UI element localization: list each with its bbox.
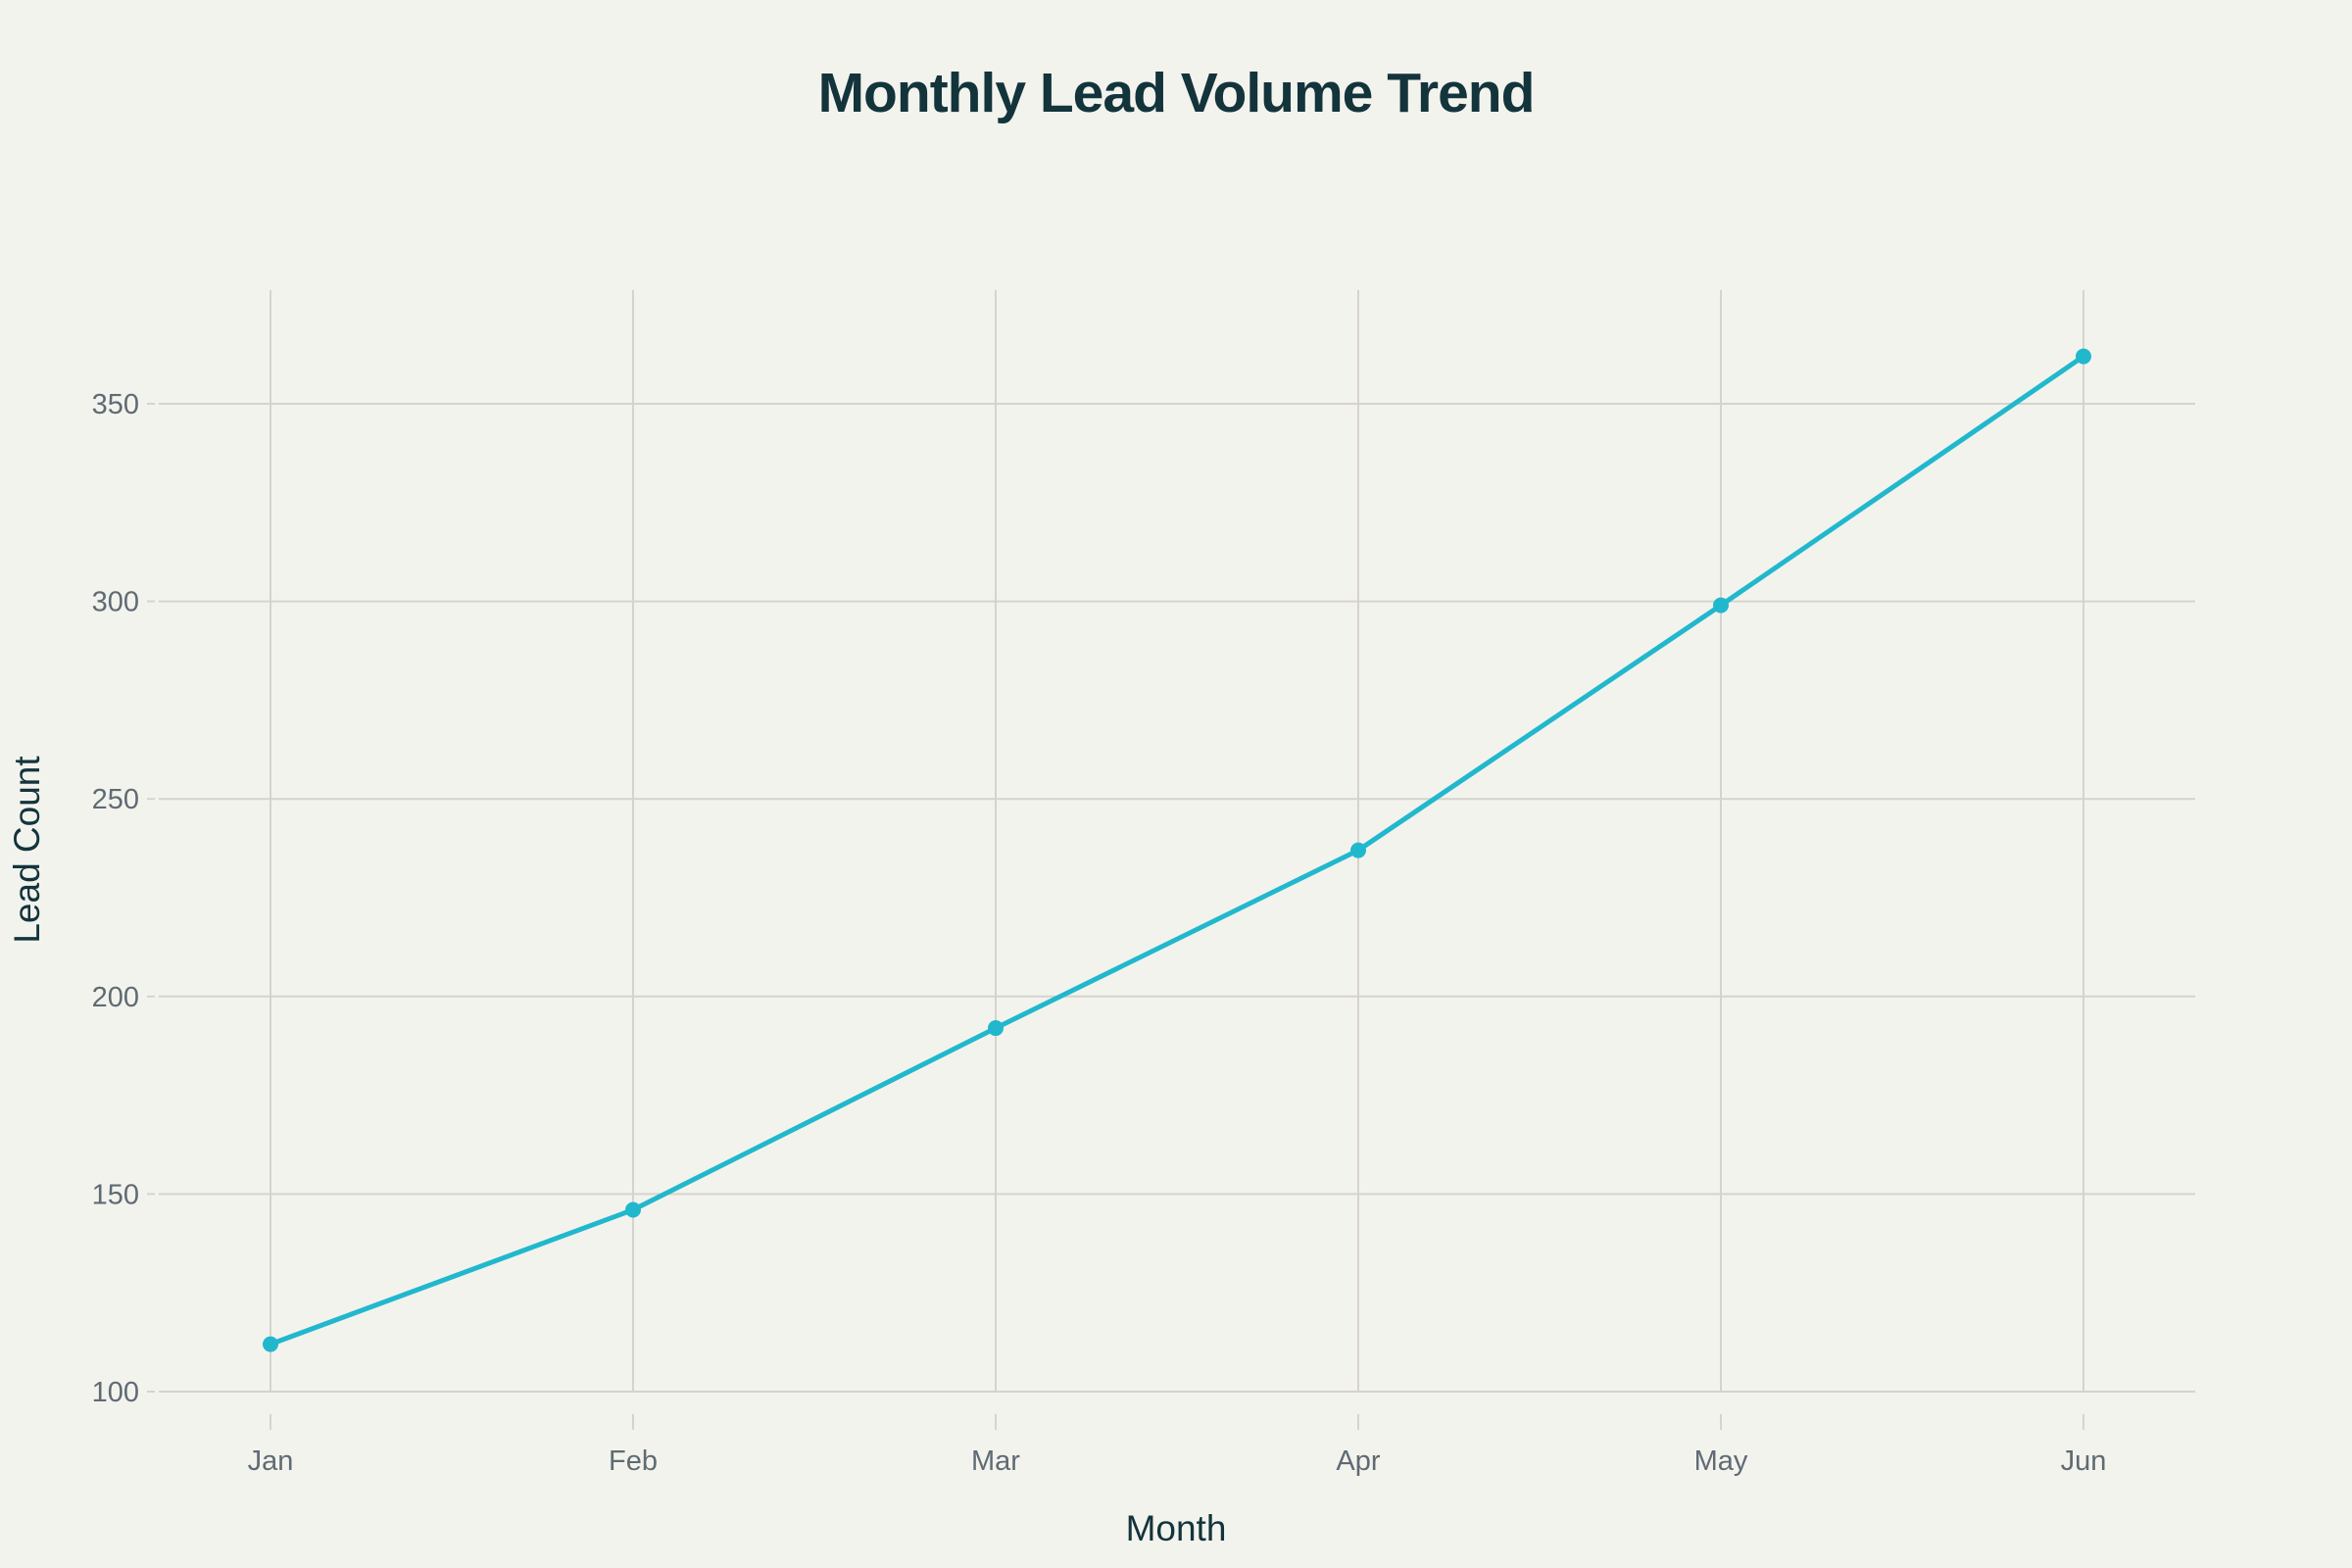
y-tick-label: 300 xyxy=(92,587,139,618)
data-point-marker[interactable] xyxy=(1350,842,1366,858)
data-point-marker[interactable] xyxy=(988,1020,1004,1037)
series-line xyxy=(268,354,2086,1348)
y-tick-label: 100 xyxy=(92,1377,139,1408)
x-tick-label: Feb xyxy=(609,1446,658,1477)
y-axis: 100 150 200 250 300 350 xyxy=(92,389,155,1408)
y-tick-label: 350 xyxy=(92,389,139,420)
x-tick-label: Apr xyxy=(1336,1446,1380,1477)
x-axis: Jan Feb Mar Apr May Jun xyxy=(248,1414,2107,1477)
y-axis-title: Lead Count xyxy=(7,756,47,944)
data-series xyxy=(263,348,2091,1352)
y-tick-label: 150 xyxy=(92,1179,139,1210)
x-tick-label: May xyxy=(1694,1446,1748,1477)
data-point-marker[interactable] xyxy=(263,1336,278,1352)
x-tick-label: Mar xyxy=(971,1446,1020,1477)
grid-lines xyxy=(159,290,2195,1393)
y-tick-label: 250 xyxy=(92,784,139,815)
data-point-marker[interactable] xyxy=(1713,597,1729,613)
x-tick-label: Jun xyxy=(2061,1446,2107,1477)
x-axis-title: Month xyxy=(1126,1508,1227,1548)
data-point-marker[interactable] xyxy=(2076,348,2091,365)
chart-title: Monthly Lead Volume Trend xyxy=(817,62,1536,124)
data-point-marker[interactable] xyxy=(625,1201,641,1218)
y-tick-label: 200 xyxy=(92,982,139,1013)
x-tick-label: Jan xyxy=(248,1446,294,1477)
